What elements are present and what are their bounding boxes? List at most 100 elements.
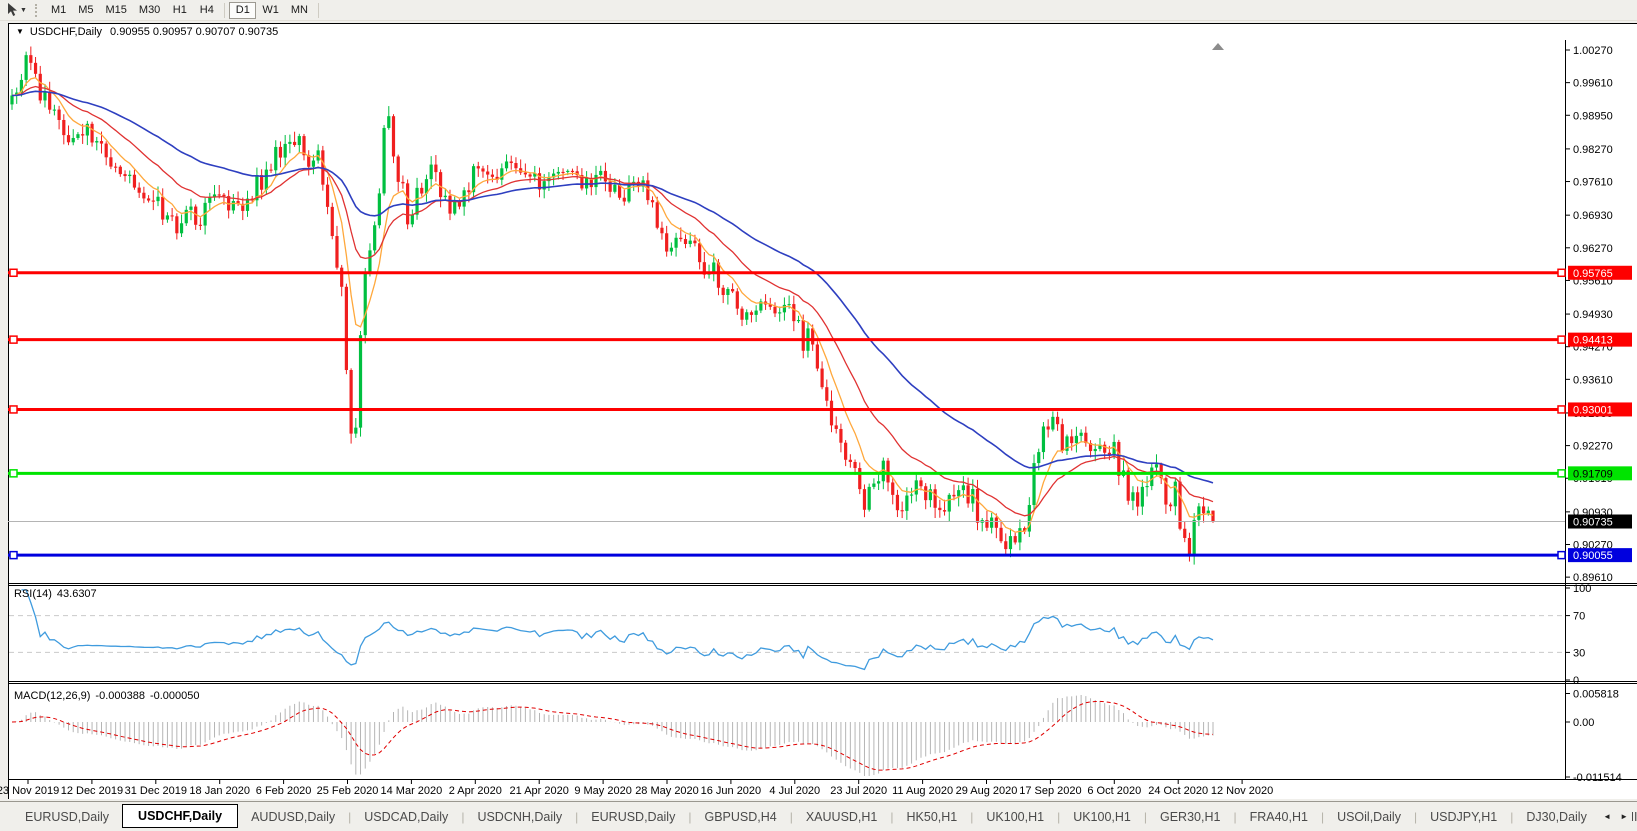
- tab-eurusd-daily-0[interactable]: EURUSD,Daily: [25, 809, 110, 824]
- tab-xauusd-h1-7[interactable]: XAUUSD,H1: [805, 809, 878, 824]
- tab-divider: |: [575, 809, 579, 824]
- tab-usoil-daily-13[interactable]: USOil,Daily: [1337, 809, 1401, 824]
- rsi-tick-label: 0: [1573, 675, 1579, 687]
- hline-0-91709-price-label-box[interactable]: [1568, 466, 1632, 481]
- date-tick-label: 21 Apr 2020: [510, 785, 569, 797]
- date-tick-label: 18 Jan 2020: [189, 785, 250, 797]
- timeframe-button-m1[interactable]: M1: [50, 3, 67, 16]
- ma-medium-line: [11, 85, 1214, 517]
- date-tick-label: 29 Aug 2020: [956, 785, 1018, 797]
- tab-uk100-h1-9[interactable]: UK100,H1: [986, 809, 1045, 824]
- pointer-tool-button[interactable]: ▼: [3, 2, 30, 19]
- price-tick-label: 0.94930: [1573, 309, 1613, 321]
- date-tick-label: 4 Jul 2020: [769, 785, 820, 797]
- date-tick-label: 11 Aug 2020: [892, 785, 953, 797]
- rsi-tick-label: 100: [1573, 583, 1591, 595]
- date-tick-label: 12 Nov 2020: [1211, 785, 1273, 797]
- hline-0-95765[interactable]: 0.95765: [8, 265, 1632, 280]
- macd-histogram: [16, 695, 1214, 776]
- tab-hk50-h1-8[interactable]: HK50,H1: [906, 809, 958, 824]
- timeframe-button-d1[interactable]: D1: [229, 1, 257, 19]
- tab-divider: |: [789, 809, 793, 824]
- date-axis-labels: 23 Nov 2019 12 Dec 2019 31 Dec 2019 18 Jan …: [0, 779, 1273, 797]
- chart-shift-marker-icon[interactable]: [1212, 43, 1224, 50]
- collapse-caret-icon[interactable]: ▼: [16, 27, 24, 36]
- date-tick-label: 17 Sep 2020: [1019, 785, 1081, 797]
- tab-usdjpy-h1-14[interactable]: USDJPY,H1: [1430, 809, 1498, 824]
- date-tick-label: 6 Oct 2020: [1087, 785, 1141, 797]
- hline-0-90055-price-label-box[interactable]: [1568, 548, 1632, 563]
- hline-0-93001-anchor-handle[interactable]: [9, 405, 18, 414]
- hline-0-94413-price-label-box[interactable]: [1568, 332, 1632, 347]
- toolbar-grip[interactable]: [34, 3, 39, 17]
- price-tick-label: 0.98270: [1573, 144, 1613, 156]
- tab-divider: |: [1057, 809, 1061, 824]
- hline-0-90055-price-label: 0.90055: [1573, 550, 1613, 562]
- rsi-tick-label: 30: [1573, 647, 1585, 659]
- hline-0-91709-anchor-handle[interactable]: [9, 469, 18, 478]
- date-tick-label: 28 May 2020: [635, 785, 699, 797]
- tab-usdchf-daily-1[interactable]: USDCHF,Daily: [122, 803, 239, 828]
- date-tick-label: 23 Nov 2019: [0, 785, 59, 797]
- timeframe-button-m5[interactable]: M5: [78, 3, 94, 16]
- date-tick-label: 31 Dec 2019: [125, 785, 187, 797]
- hline-0-90055-anchor-handle[interactable]: [9, 550, 18, 560]
- tab-divider: |: [970, 809, 974, 824]
- price-tick-label: 0.99610: [1573, 78, 1613, 90]
- date-tick-label: 14 Mar 2020: [381, 785, 443, 797]
- hline-0-93001-price-label-box[interactable]: [1568, 402, 1632, 417]
- chart-window-title-bar[interactable]: ▼ USDCHF,Daily 0.90955 0.90957 0.90707 0.9…: [16, 26, 278, 38]
- ma-fast-line: [11, 77, 1214, 533]
- date-tick-label: 6 Feb 2020: [256, 785, 312, 797]
- timeframe-button-mn[interactable]: MN: [290, 3, 308, 16]
- toolbar-separator: [224, 2, 226, 18]
- timeframe-button-w1[interactable]: W1: [262, 3, 279, 16]
- tab-audusd-daily-2[interactable]: AUDUSD,Daily: [251, 809, 336, 824]
- tab-scroll-right-icon[interactable]: ►: [1620, 812, 1628, 821]
- hline-0-94413-anchor-handle[interactable]: [9, 335, 18, 344]
- tab-divider: |: [348, 809, 352, 824]
- price-tick-label: 0.92270: [1573, 441, 1613, 453]
- tab-divider: |: [461, 809, 465, 824]
- hline-0-91709[interactable]: 0.91709: [8, 466, 1632, 481]
- tab-uk100-h1-10[interactable]: UK100,H1: [1073, 809, 1131, 824]
- date-tick-label: 2 Apr 2020: [449, 785, 502, 797]
- price-tick-label: 0.98950: [1573, 110, 1613, 122]
- tab-scroll-left-icon[interactable]: ◄: [1603, 812, 1612, 821]
- hline-0-93001-price-label: 0.93001: [1573, 404, 1613, 416]
- hline-0-94413-price-label: 0.94413: [1573, 335, 1613, 347]
- pointer-tool-dropdown-icon[interactable]: ▼: [20, 6, 27, 14]
- rsi-tick-label: 70: [1573, 611, 1585, 623]
- date-tick-label: 23 Jul 2020: [830, 785, 887, 797]
- timeframe-button-h4[interactable]: H4: [199, 3, 214, 16]
- hline-0-91709-price-label: 0.91709: [1573, 468, 1613, 480]
- tab-dj30-daily-15[interactable]: DJ30,Daily: [1526, 809, 1587, 824]
- symbol-tab-bar: EURUSD,Daily USDCHF,Daily AUDUSD,Daily | USD…: [0, 801, 1637, 831]
- price-tick-label: 1.00270: [1573, 45, 1613, 57]
- hline-0-95765-price-label-box[interactable]: [1568, 265, 1632, 280]
- toolbar-separator: [317, 2, 319, 18]
- hline-0-94413[interactable]: 0.94413: [8, 332, 1632, 347]
- tab-divider: |: [688, 809, 692, 824]
- hline-0-95765-anchor-handle[interactable]: [9, 268, 18, 278]
- timeframe-button-m15[interactable]: M15: [105, 3, 127, 16]
- timeframe-button-h1[interactable]: H1: [172, 3, 187, 16]
- tab-ger30-h1-11[interactable]: GER30,H1: [1160, 809, 1221, 824]
- price-tick-label: 0.93610: [1573, 374, 1613, 386]
- tab-divider: |: [1510, 809, 1514, 824]
- tab-divider: |: [1143, 809, 1147, 824]
- tab-divider: |: [1320, 809, 1325, 824]
- date-tick-label: 9 May 2020: [574, 785, 631, 797]
- tab-fra40-h1-12[interactable]: FRA40,H1: [1249, 809, 1308, 824]
- tab-gbpusd-h4-6[interactable]: GBPUSD,H4: [704, 809, 777, 824]
- chart-title-ohlc: 0.90955 0.90957 0.90707 0.90735: [110, 26, 279, 38]
- hline-0-90055[interactable]: 0.90055: [8, 548, 1632, 563]
- hline-0-93001[interactable]: 0.93001: [8, 402, 1632, 417]
- current-price-label: 0.90735: [1573, 517, 1613, 529]
- timeframe-button-m30[interactable]: M30: [138, 3, 161, 16]
- macd-tick-label: 0.00: [1573, 717, 1594, 729]
- tab-usdcnh-daily-4[interactable]: USDCNH,Daily: [477, 809, 563, 824]
- tab-usdcad-daily-3[interactable]: USDCAD,Daily: [364, 809, 449, 824]
- tab-eurusd-daily-5[interactable]: EURUSD,Daily: [591, 809, 676, 824]
